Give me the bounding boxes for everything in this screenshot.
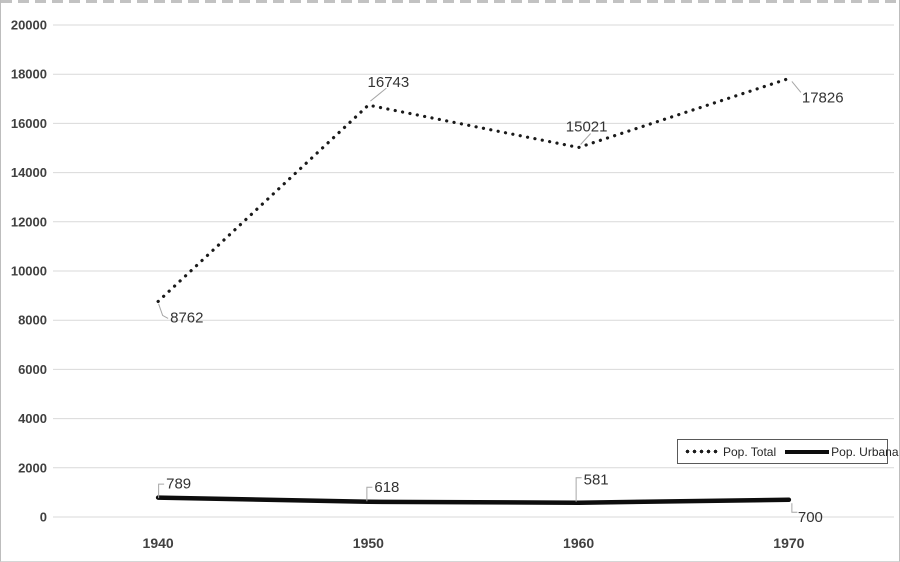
series-line-pop-urbana — [155, 495, 792, 505]
data-label: 789 — [166, 476, 191, 493]
y-tick-label: 6000 — [18, 362, 47, 377]
legend-label-pop-urbana: Pop. Urbana — [831, 444, 899, 459]
y-tick-label: 0 — [40, 510, 47, 525]
x-axis-label: 1940 — [143, 535, 174, 551]
x-axis-label: 1960 — [563, 535, 594, 551]
data-label: 8762 — [170, 309, 203, 326]
y-tick-label: 18000 — [11, 67, 47, 82]
y-tick-label: 16000 — [11, 116, 47, 131]
y-tick-label: 14000 — [11, 165, 47, 180]
pop-urbana-line-sample-icon — [785, 449, 830, 454]
pop-total-line-sample-icon — [684, 449, 720, 454]
data-label: 618 — [374, 479, 399, 496]
y-tick-label: 12000 — [11, 214, 47, 229]
series-line-pop-total — [156, 76, 791, 304]
y-tick-label: 2000 — [18, 460, 47, 475]
y-tick-label: 4000 — [18, 411, 47, 426]
data-label-leader-line — [575, 477, 582, 502]
legend-label-pop-total: Pop. Total — [723, 444, 777, 459]
y-tick-label: 20000 — [11, 18, 47, 33]
y-tick-label: 8000 — [18, 313, 47, 328]
data-label: 15021 — [566, 118, 608, 135]
data-label: 16743 — [368, 74, 410, 91]
data-label-leader-line — [158, 303, 169, 319]
x-axis-label: 1950 — [353, 535, 384, 551]
y-tick-label: 10000 — [11, 264, 47, 279]
data-label: 581 — [584, 472, 609, 489]
chart-legend: Pop. Total Pop. Urbana — [677, 439, 899, 464]
data-label-leader-line — [791, 81, 802, 93]
x-axis-label: 1970 — [773, 535, 804, 551]
data-label-leader-line — [158, 483, 165, 499]
data-label-leader-line — [791, 503, 798, 513]
data-label-leader-line — [580, 133, 591, 145]
data-label: 17826 — [802, 89, 844, 106]
data-label: 700 — [798, 509, 823, 526]
data-label-leader-line — [366, 486, 373, 502]
data-label-leader-line — [370, 87, 387, 102]
